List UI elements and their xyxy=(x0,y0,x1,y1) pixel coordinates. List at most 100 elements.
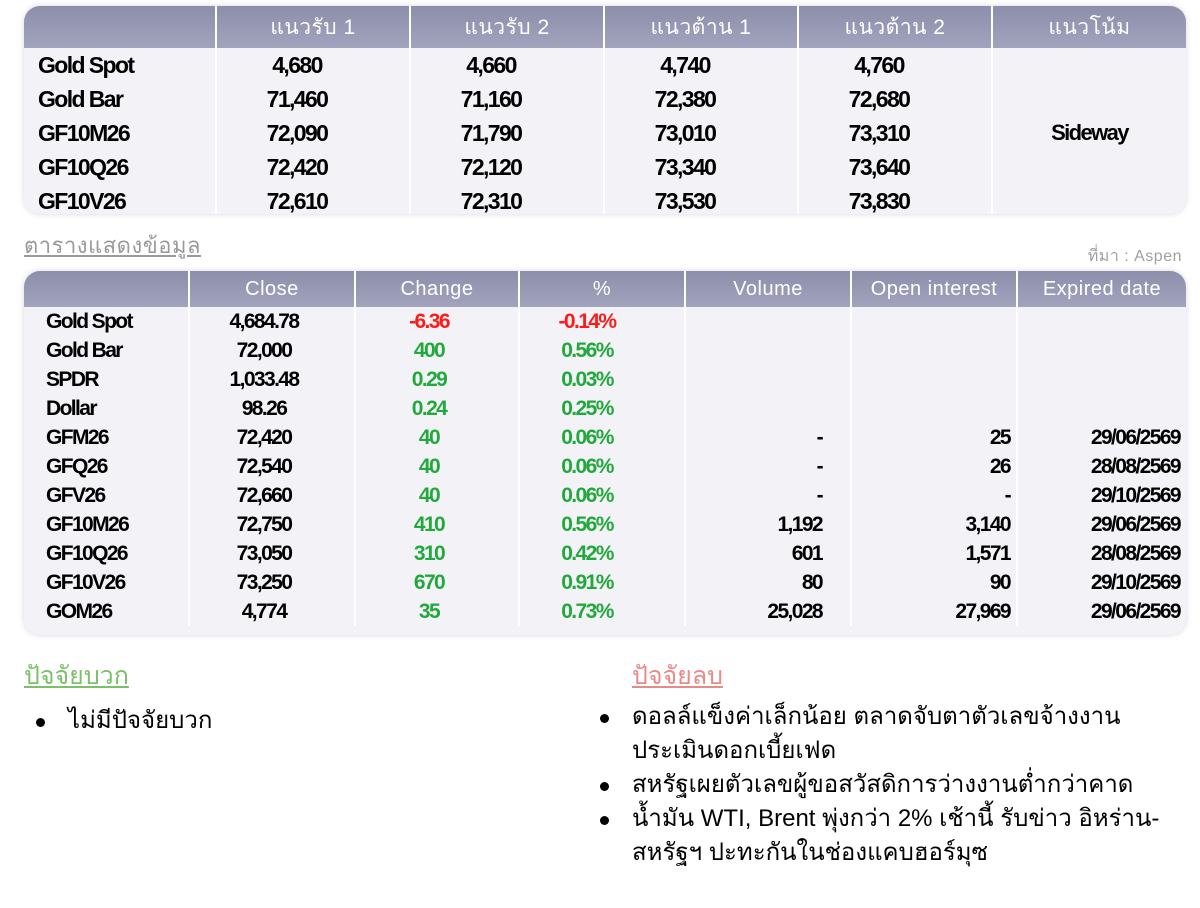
support-2-value: 71,160 xyxy=(409,82,604,116)
table-row: Dollar 98.26 0.24 0.25% xyxy=(24,394,1186,423)
volume-value: 601 xyxy=(684,539,851,568)
market-table: Close Change % Volume Open interest Expi… xyxy=(24,271,1186,626)
expired-date-value xyxy=(1016,365,1186,394)
change-value: 0.29 xyxy=(354,365,519,394)
close-value: 73,050 xyxy=(188,539,355,568)
percent-value: 0.91% xyxy=(518,568,685,597)
instrument-name: GF10Q26 xyxy=(24,150,216,184)
expired-date-value xyxy=(1016,336,1186,365)
resistance-1-value: 4,740 xyxy=(603,48,798,82)
support-1-value: 4,680 xyxy=(215,48,410,82)
instrument-name: GF10M26 xyxy=(24,510,189,539)
support-1-value: 72,090 xyxy=(215,116,410,150)
resistance-2-value: 73,310 xyxy=(797,116,992,150)
change-value: -6.36 xyxy=(354,307,519,336)
table-row: GFQ26 72,540 40 0.06% -26 28/08/2569 xyxy=(24,452,1186,481)
positive-factors-title: ปัจจัยบวก xyxy=(24,662,129,690)
instrument-name: GF10M26 xyxy=(24,116,216,150)
percent-value: 0.56% xyxy=(518,510,685,539)
levels-header-resistance-1: แนวต้าน 1 xyxy=(603,6,798,48)
close-value: 4,684.78 xyxy=(188,307,355,336)
expired-date-value: 29/06/2569 xyxy=(1016,597,1186,626)
percent-value: 0.06% xyxy=(518,423,685,452)
levels-header-resistance-2: แนวต้าน 2 xyxy=(797,6,992,48)
resistance-1-value: 73,530 xyxy=(603,184,798,214)
table-row: GFV26 72,660 40 0.06% - -29/10/2569 xyxy=(24,481,1186,510)
table-row: GF10Q26 73,050 310 0.42% 601 1,571 28/08/2569 xyxy=(24,539,1186,568)
resistance-2-value: 73,830 xyxy=(797,184,992,214)
expired-date-value: 28/08/2569 xyxy=(1016,452,1186,481)
instrument-name: Gold Bar xyxy=(24,82,216,116)
instrument-name: Gold Bar xyxy=(24,336,189,365)
close-value: 98.26 xyxy=(188,394,355,423)
change-value: 35 xyxy=(354,597,519,626)
table-row: Gold Bar 72,000 400 0.56% xyxy=(24,336,1186,365)
instrument-name: GF10V26 xyxy=(24,184,216,214)
trend-value: Sideway xyxy=(991,48,1186,214)
instrument-name: GFM26 xyxy=(24,423,189,452)
instrument-name: GOM26 xyxy=(24,597,189,626)
open-interest-value: 90 xyxy=(850,568,1017,597)
instrument-name: Gold Spot xyxy=(24,307,189,336)
open-interest-value xyxy=(850,336,1017,365)
resistance-2-value: 72,680 xyxy=(797,82,992,116)
market-body: Gold Spot 4,684.78 -6.36 -0.14% Gold Bar 72,0… xyxy=(24,307,1186,626)
volume-value: - xyxy=(684,423,851,452)
percent-value: 0.73% xyxy=(518,597,685,626)
open-interest-value: 1,571 xyxy=(850,539,1017,568)
volume-value: 25,028 xyxy=(684,597,851,626)
resistance-1-value: 73,010 xyxy=(603,116,798,150)
resistance-2-value: 73,640 xyxy=(797,150,992,184)
open-interest-value xyxy=(850,394,1017,423)
volume-value: 80 xyxy=(684,568,851,597)
market-header-expired-date: Expired date xyxy=(1016,271,1186,307)
negative-factors-list: ดอลล์แข็งค่าเล็กน้อย ตลาดจับตาตัวเลขจ้าง… xyxy=(590,700,1190,870)
instrument-name: GFV26 xyxy=(24,481,189,510)
support-2-value: 72,120 xyxy=(409,150,604,184)
instrument-name: GF10Q26 xyxy=(24,539,189,568)
table-row: GF10V26 73,250 670 0.91% 80 90 29/10/2569 xyxy=(24,568,1186,597)
expired-date-value: 28/08/2569 xyxy=(1016,539,1186,568)
levels-table: แนวรับ 1 แนวรับ 2 แนวต้าน 1 แนวต้าน 2 แน… xyxy=(24,6,1186,214)
negative-factors-title: ปัจจัยลบ xyxy=(632,662,724,690)
percent-value: 0.03% xyxy=(518,365,685,394)
change-value: 40 xyxy=(354,481,519,510)
levels-header-trend: แนวโน้ม xyxy=(991,6,1186,48)
support-2-value: 72,310 xyxy=(409,184,604,214)
percent-value: 0.06% xyxy=(518,481,685,510)
expired-date-value xyxy=(1016,307,1186,336)
table-row: GFM26 72,420 40 0.06% -25 29/06/2569 xyxy=(24,423,1186,452)
market-panel: Close Change % Volume Open interest Expi… xyxy=(24,271,1186,635)
close-value: 72,420 xyxy=(188,423,355,452)
resistance-1-value: 72,380 xyxy=(603,82,798,116)
open-interest-value: 3,140 xyxy=(850,510,1017,539)
instrument-name: GF10V26 xyxy=(24,568,189,597)
market-header-open-interest: Open interest xyxy=(850,271,1017,307)
support-1-value: 72,610 xyxy=(215,184,410,214)
source-note: ที่มา : Aspen xyxy=(1087,248,1182,265)
open-interest-value: 27,969 xyxy=(850,597,1017,626)
instrument-name: Gold Spot xyxy=(24,48,216,82)
table-row: Gold Bar 71,460 71,160 72,380 72,680 xyxy=(24,82,1186,116)
market-header-close: Close xyxy=(188,271,355,307)
open-interest-value: 25 xyxy=(850,423,1017,452)
percent-value: 0.25% xyxy=(518,394,685,423)
open-interest-value: - xyxy=(850,481,1017,510)
expired-date-value: 29/06/2569 xyxy=(1016,423,1186,452)
change-value: 310 xyxy=(354,539,519,568)
table-row: Gold Spot 4,680 4,660 4,740 4,760 Sidewa… xyxy=(24,48,1186,214)
close-value: 72,000 xyxy=(188,336,355,365)
instrument-name: Dollar xyxy=(24,394,189,423)
table-row: GOM26 4,774 35 0.73% 25,028 27,969 29/06/2569 xyxy=(24,597,1186,626)
market-header-volume: Volume xyxy=(684,271,851,307)
table-row: GF10M26 72,750 410 0.56% 1,192 3,140 29/06/256… xyxy=(24,510,1186,539)
market-header-name xyxy=(24,271,189,307)
instrument-name: GFQ26 xyxy=(24,452,189,481)
close-value: 72,540 xyxy=(188,452,355,481)
open-interest-value xyxy=(850,307,1017,336)
list-item: สหรัฐเผยตัวเลขผู้ขอสวัสดิการว่างงานต่ำกว… xyxy=(590,768,1190,802)
volume-value xyxy=(684,394,851,423)
support-1-value: 72,420 xyxy=(215,150,410,184)
levels-panel: แนวรับ 1 แนวรับ 2 แนวต้าน 1 แนวต้าน 2 แน… xyxy=(24,6,1186,214)
change-value: 40 xyxy=(354,423,519,452)
